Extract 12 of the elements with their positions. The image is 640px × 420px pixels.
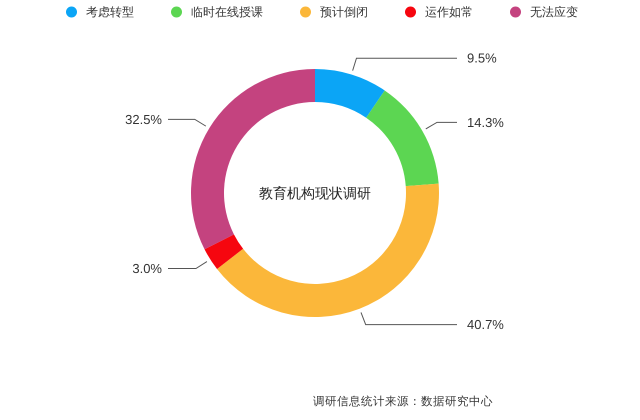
legend-label: 临时在线授课 — [191, 5, 263, 19]
data-label: 14.3% — [467, 114, 504, 130]
data-label: 40.7% — [467, 317, 504, 332]
text: 教育机构现状调研 — [259, 185, 371, 201]
data-label: 3.0% — [132, 261, 162, 276]
legend-label: 考虑转型 — [86, 5, 134, 19]
legend-label: 运作如常 — [425, 5, 473, 19]
legend-label: 无法应变 — [530, 5, 578, 19]
legend-label: 预计倒闭 — [320, 5, 368, 19]
data-label: 32.5% — [125, 112, 162, 127]
data-label: 9.5% — [467, 50, 498, 66]
text: 调研信息统计来源：数据研究中心 — [313, 394, 493, 408]
